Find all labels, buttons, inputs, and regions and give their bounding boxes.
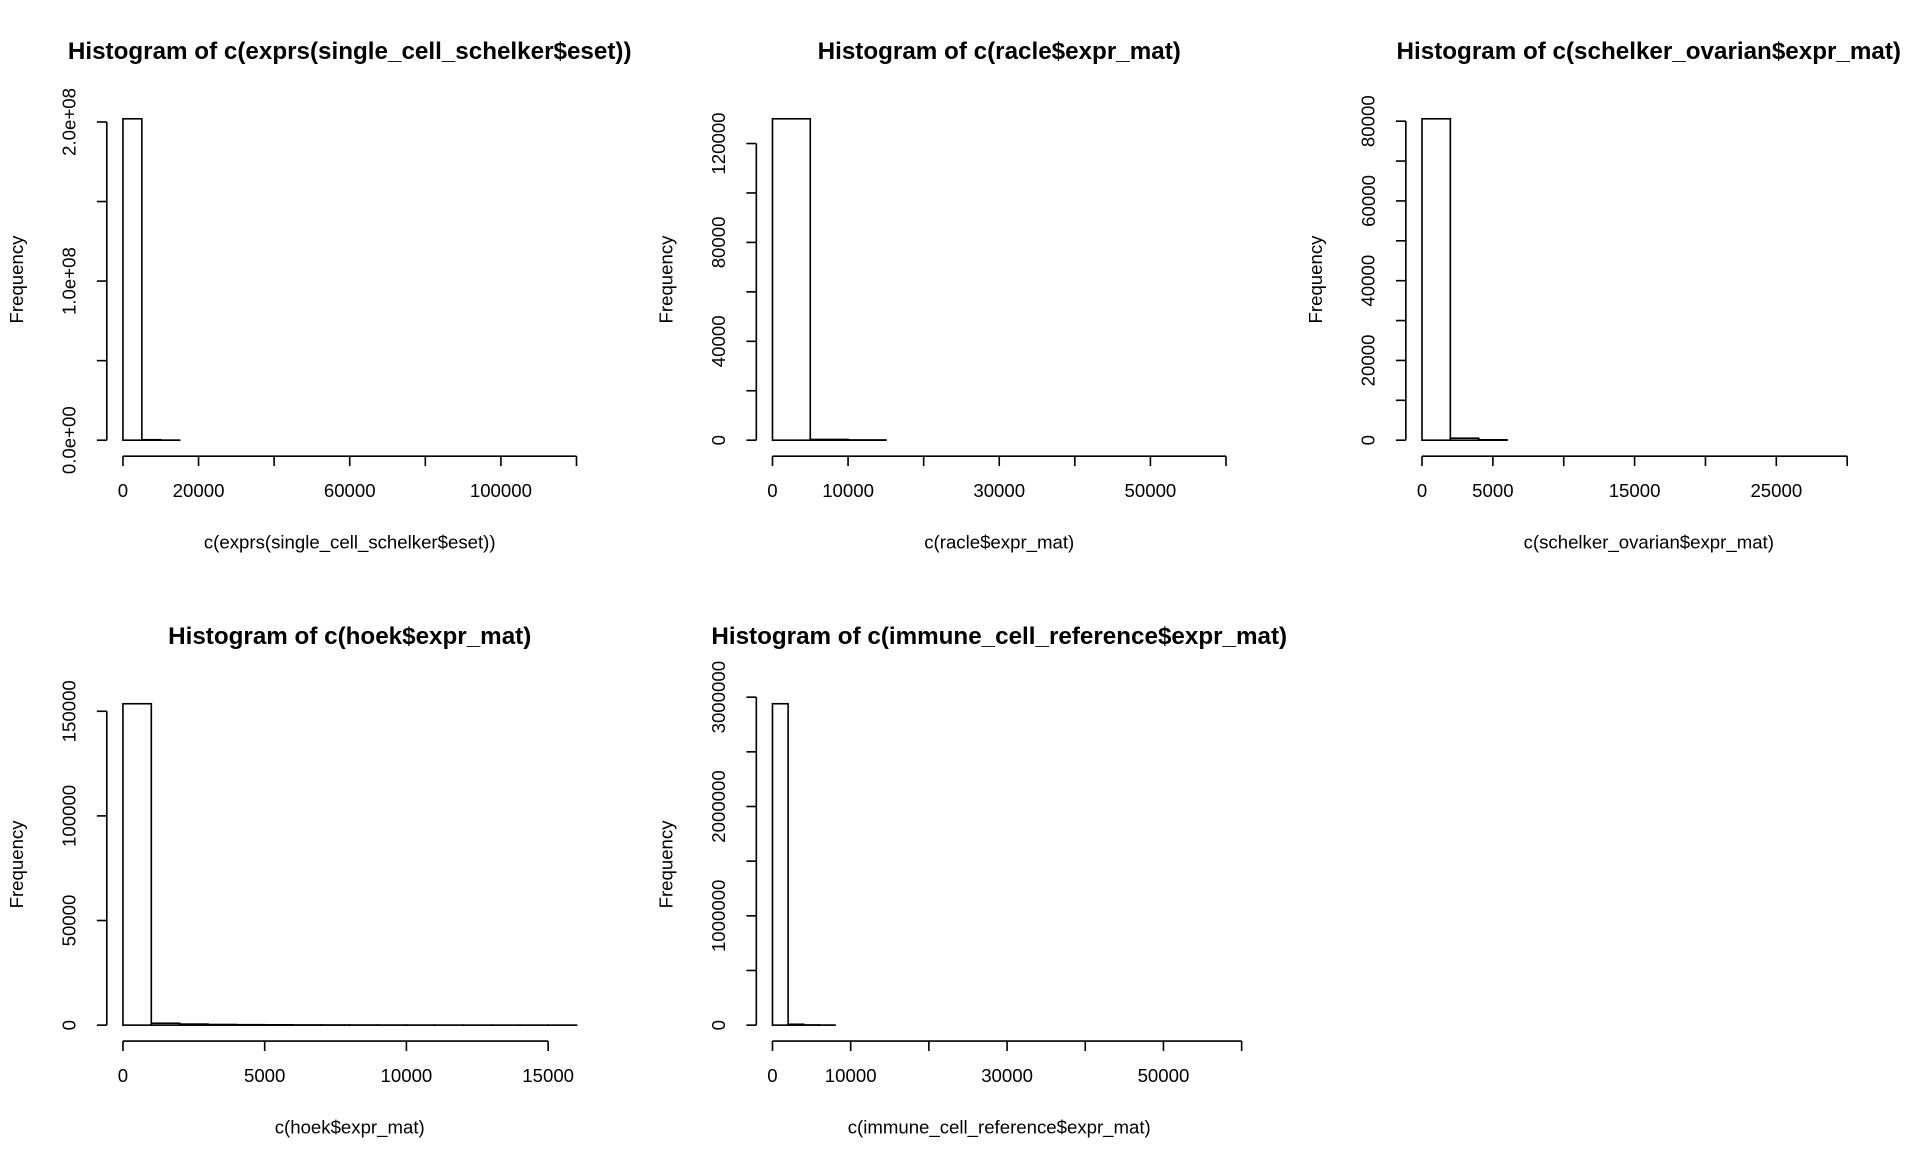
x-tick-label: 0 xyxy=(1417,480,1427,501)
y-tick-label: 2.0e+08 xyxy=(59,88,80,156)
y-tick-label: 1000000 xyxy=(708,880,729,952)
y-tick-label: 50000 xyxy=(59,895,80,947)
x-axis-label: c(hoek$expr_mat) xyxy=(275,1117,425,1139)
histogram-bar xyxy=(1449,437,1480,442)
y-tick-label: 0 xyxy=(59,1020,80,1030)
x-tick-label: 50000 xyxy=(1138,1065,1190,1086)
histogram-bar xyxy=(122,702,153,1026)
x-tick-label: 10000 xyxy=(825,1065,877,1086)
chart-title: Histogram of c(schelker_ovarian$expr_mat… xyxy=(1397,38,1901,65)
x-axis-label: c(immune_cell_reference$expr_mat) xyxy=(848,1117,1151,1139)
chart-title: Histogram of c(racle$expr_mat) xyxy=(818,38,1181,65)
chart-title: Histogram of c(hoek$expr_mat) xyxy=(168,623,531,650)
x-tick-label: 5000 xyxy=(244,1065,285,1086)
histogram-panel: Histogram of c(racle$expr_mat) c(racle$ex… xyxy=(655,38,1227,554)
y-tick-label: 80000 xyxy=(1358,95,1379,147)
x-tick-label: 5000 xyxy=(1472,480,1513,501)
y-tick-label: 0 xyxy=(708,435,729,445)
histogram-bar xyxy=(207,1023,238,1026)
histogram-panel: Histogram of c(exprs(single_cell_schelke… xyxy=(6,38,632,554)
y-tick-label: 100000 xyxy=(59,785,80,847)
histogram-bar xyxy=(122,117,143,442)
y-axis-label: Frequency xyxy=(6,235,27,324)
x-tick-label: 10000 xyxy=(822,480,874,501)
x-tick-label: 50000 xyxy=(1125,480,1177,501)
y-tick-label: 120000 xyxy=(708,112,729,174)
chart-title: Histogram of c(exprs(single_cell_schelke… xyxy=(68,38,632,65)
y-tick-label: 3000000 xyxy=(708,661,729,733)
y-tick-label: 20000 xyxy=(1358,335,1379,387)
histogram-bar xyxy=(178,1023,209,1026)
x-tick-label: 0 xyxy=(767,1065,777,1086)
histogram-panel: Histogram of c(schelker_ovarian$expr_mat… xyxy=(1305,38,1901,554)
y-axis-label: Frequency xyxy=(6,820,27,909)
x-tick-label: 15000 xyxy=(522,1065,574,1086)
histogram-panel: Histogram of c(hoek$expr_mat) c(hoek$expr… xyxy=(6,623,578,1139)
x-tick-label: 20000 xyxy=(173,480,225,501)
y-axis-label: Frequency xyxy=(655,235,676,324)
y-tick-label: 0 xyxy=(1358,435,1379,445)
histogram-bar xyxy=(771,702,789,1026)
y-tick-label: 0.0e+00 xyxy=(59,406,80,474)
histogram-bar xyxy=(771,117,812,442)
y-tick-label: 1.0e+08 xyxy=(59,247,80,315)
y-tick-label: 2000000 xyxy=(708,770,729,842)
x-tick-label: 10000 xyxy=(381,1065,433,1086)
y-tick-label: 60000 xyxy=(1358,175,1379,227)
y-tick-label: 40000 xyxy=(1358,255,1379,307)
x-tick-label: 15000 xyxy=(1609,480,1661,501)
x-tick-label: 0 xyxy=(118,480,128,501)
y-axis-label: Frequency xyxy=(655,820,676,909)
chart-title: Histogram of c(immune_cell_reference$exp… xyxy=(711,623,1287,650)
histogram-bar xyxy=(150,1022,181,1026)
x-tick-label: 0 xyxy=(767,480,777,501)
x-tick-label: 25000 xyxy=(1750,480,1802,501)
x-axis-label: c(racle$expr_mat) xyxy=(924,532,1074,554)
histogram-bar xyxy=(787,1023,805,1026)
y-tick-label: 150000 xyxy=(59,680,80,742)
histogram-bar xyxy=(1421,117,1452,442)
x-tick-label: 30000 xyxy=(981,1065,1033,1086)
x-tick-label: 30000 xyxy=(973,480,1025,501)
x-axis-label: c(exprs(single_cell_schelker$eset)) xyxy=(204,532,496,554)
y-tick-label: 80000 xyxy=(708,217,729,269)
x-tick-label: 100000 xyxy=(470,480,532,501)
y-tick-label: 0 xyxy=(708,1020,729,1030)
x-tick-label: 60000 xyxy=(324,480,376,501)
x-tick-label: 0 xyxy=(118,1065,128,1086)
x-axis-label: c(schelker_ovarian$expr_mat) xyxy=(1524,532,1774,554)
y-axis-label: Frequency xyxy=(1305,235,1326,324)
histogram-panel: Histogram of c(immune_cell_reference$exp… xyxy=(655,623,1287,1139)
histogram-bar xyxy=(809,438,849,442)
y-tick-label: 40000 xyxy=(708,315,729,367)
